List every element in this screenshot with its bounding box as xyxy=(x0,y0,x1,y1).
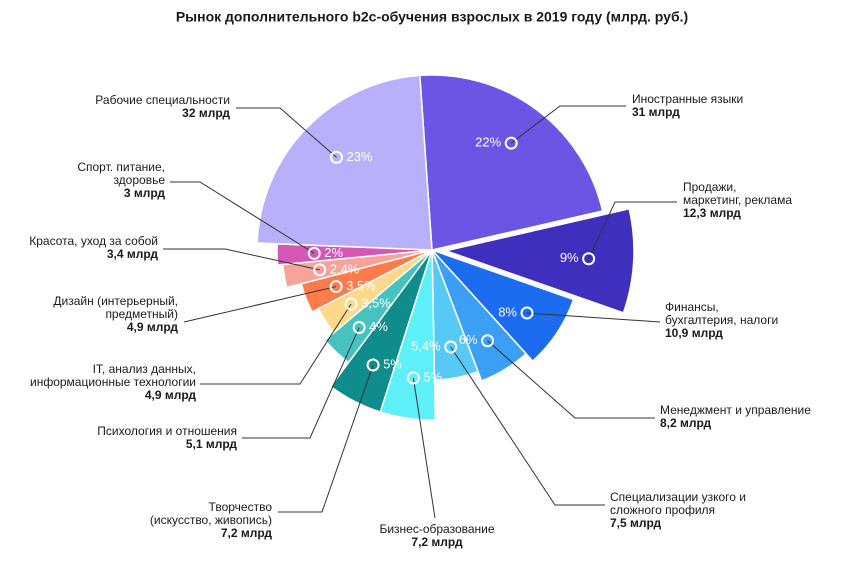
percent-label: 23% xyxy=(347,149,373,164)
category-label: Бизнес-образование xyxy=(379,522,494,536)
category-label: информационные технологии xyxy=(30,375,196,389)
leader-line xyxy=(510,105,626,144)
category-label: Продажи, xyxy=(683,180,736,194)
percent-label: 4% xyxy=(369,319,388,334)
leader-line xyxy=(170,181,315,254)
leader-line xyxy=(236,107,337,158)
category-label: Специализации узкого и xyxy=(610,490,746,504)
leader-line xyxy=(200,303,352,385)
percent-marker xyxy=(582,252,596,266)
category-label: Менеджмент и управление xyxy=(660,403,811,417)
chart-title: Рынок дополнительного b2c-обучения взрос… xyxy=(176,9,688,25)
category-label: Иностранные языки xyxy=(632,92,743,106)
percent-marker xyxy=(504,136,518,150)
value-label: 5,1 млрд xyxy=(186,437,238,451)
percent-marker xyxy=(520,306,534,320)
percent-label: 3,5% xyxy=(361,295,391,310)
value-label: 32 млрд xyxy=(182,106,230,120)
percent-marker xyxy=(329,280,343,294)
percent-marker xyxy=(444,340,458,354)
percent-label: 22% xyxy=(475,135,501,150)
category-label: Психология и отношения xyxy=(97,424,237,438)
percent-label: 5% xyxy=(423,369,442,384)
category-label: Красота, уход за собой xyxy=(29,234,158,248)
leader-line xyxy=(450,346,605,506)
pie xyxy=(256,74,635,421)
percent-label: 2,4% xyxy=(330,261,360,276)
percent-marker xyxy=(352,321,366,335)
value-label: 10,9 млрд xyxy=(665,326,723,340)
category-label: Рабочие специальности xyxy=(95,93,230,107)
leader-line xyxy=(163,248,320,271)
percent-marker xyxy=(344,297,358,311)
percent-label: 6% xyxy=(459,332,478,347)
value-label: 31 млрд xyxy=(632,105,680,119)
leader-line xyxy=(242,327,360,439)
percent-label: 9% xyxy=(560,250,579,265)
category-label: Финансы, xyxy=(665,300,719,314)
pie-slice xyxy=(329,249,433,413)
category-label: Дизайн (интерьерный, xyxy=(53,294,178,308)
percent-label: 3,5% xyxy=(346,278,376,293)
value-label: 7,2 млрд xyxy=(221,526,273,540)
category-label: Творчество xyxy=(209,500,273,514)
value-label: 3,4 млрд xyxy=(107,247,159,261)
value-label: 3 млрд xyxy=(124,186,166,200)
category-label: Спорт. питание, xyxy=(77,160,165,174)
pie-slice xyxy=(431,249,528,382)
value-label: 4,9 млрд xyxy=(127,320,179,334)
category-label: (искусство, живопись) xyxy=(150,513,272,527)
leader-line xyxy=(278,364,374,513)
percent-marker xyxy=(366,358,380,372)
leader-line xyxy=(487,340,655,419)
pie-slice xyxy=(443,207,635,314)
category-label: сложного профиля xyxy=(610,503,715,517)
pie-slice xyxy=(256,74,433,251)
value-label: 7,5 млрд xyxy=(610,516,662,530)
leader-line xyxy=(526,312,661,323)
value-label: 4,9 млрд xyxy=(145,388,197,402)
percent-marker xyxy=(313,263,327,277)
percent-marker xyxy=(481,334,495,348)
leader-line xyxy=(588,201,677,259)
pie-slice xyxy=(431,249,575,363)
percent-label: 2% xyxy=(324,245,343,260)
category-label: IT, анализ данных, xyxy=(93,362,196,376)
leader-line xyxy=(183,286,337,323)
percent-label: 5,4% xyxy=(411,338,441,353)
value-label: 12,3 млрд xyxy=(683,206,741,220)
percent-marker xyxy=(307,246,321,260)
percent-marker xyxy=(406,371,420,385)
value-label: 8,2 млрд xyxy=(660,416,712,430)
leader-line xyxy=(412,377,436,519)
percent-label: 8% xyxy=(498,304,517,319)
pie-slice xyxy=(418,74,604,251)
category-label: маркетинг, реклама xyxy=(683,193,792,207)
percent-label: 5% xyxy=(383,356,402,371)
category-label: предметный) xyxy=(105,307,178,321)
percent-marker xyxy=(330,150,344,164)
category-label: бухгалтерия, налоги xyxy=(665,313,778,327)
pie-slice xyxy=(323,249,433,364)
value-label: 7,2 млрд xyxy=(411,535,463,549)
category-label: здоровье xyxy=(113,173,165,187)
